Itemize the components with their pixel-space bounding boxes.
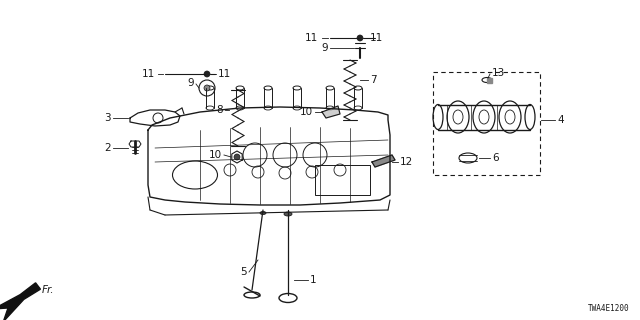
Polygon shape [322,106,340,118]
Circle shape [234,154,240,160]
Text: 4: 4 [557,115,564,125]
Ellipse shape [260,212,266,214]
Text: 11: 11 [370,33,383,43]
Text: 10: 10 [300,107,313,117]
Polygon shape [487,77,492,83]
Text: 9: 9 [188,78,194,88]
Bar [433,72,540,175]
Text: 9: 9 [321,43,328,53]
Text: 11: 11 [141,69,155,79]
Text: TWA4E1200: TWA4E1200 [588,304,630,313]
Text: 12: 12 [400,157,413,167]
Circle shape [357,35,363,41]
Circle shape [204,71,210,77]
Bar [315,165,370,195]
Text: 11: 11 [218,69,231,79]
Polygon shape [372,155,395,167]
Text: 3: 3 [104,113,111,123]
Circle shape [204,85,210,91]
Text: 8: 8 [216,105,223,115]
Text: 2: 2 [104,143,111,153]
Text: 10: 10 [209,150,222,160]
Polygon shape [0,283,40,320]
Text: 5: 5 [241,267,247,277]
Text: 1: 1 [310,275,317,285]
Text: Fr.: Fr. [42,285,54,295]
Ellipse shape [284,212,292,216]
Text: 13: 13 [492,68,505,78]
Text: 11: 11 [305,33,318,43]
Text: 7: 7 [370,75,376,85]
Text: 6: 6 [492,153,499,163]
